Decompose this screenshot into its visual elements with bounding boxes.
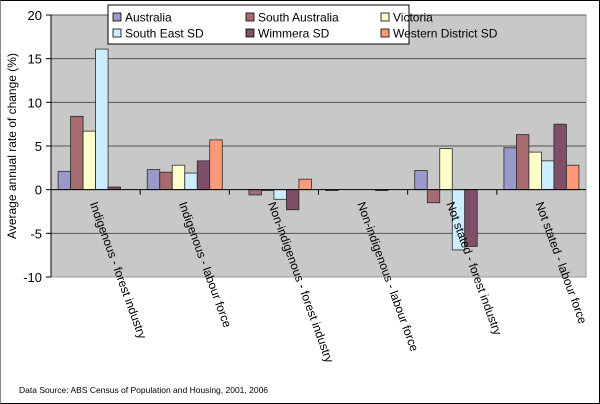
legend-label: Australia <box>125 11 172 25</box>
bar <box>566 164 580 191</box>
legend-label: Victoria <box>393 11 433 25</box>
bar <box>439 148 453 191</box>
y-tick-label: 5 <box>35 139 42 154</box>
bar <box>414 170 428 191</box>
y-tick-label: 15 <box>28 52 42 67</box>
y-tick-label: -5 <box>30 226 42 241</box>
y-tick-label: -10 <box>23 270 42 285</box>
bar <box>209 139 223 191</box>
legend-swatch <box>112 28 122 38</box>
legend-box <box>107 4 410 45</box>
bar <box>184 172 198 191</box>
bars <box>57 48 580 251</box>
bar <box>553 123 567 191</box>
y-tick-labels: -10 -5 0 5 10 15 20 <box>23 8 42 285</box>
y-tick-label: 10 <box>28 95 42 110</box>
bar <box>57 170 71 191</box>
bar <box>248 189 262 196</box>
bar <box>541 160 555 191</box>
bar <box>528 151 542 191</box>
legend-label: Wimmera SD <box>258 27 330 41</box>
bar <box>426 189 441 204</box>
legend-swatch <box>245 28 255 38</box>
bar <box>196 160 211 191</box>
y-axis-title: Average annual rate of change (%) <box>5 53 19 239</box>
legend-label: Western District SD <box>393 27 498 41</box>
legend: Australia South Australia Victoria South Ea… <box>107 4 498 45</box>
bar <box>95 48 109 191</box>
legend-swatch <box>380 28 390 38</box>
bar <box>171 164 186 191</box>
legend-swatch <box>112 12 122 22</box>
bar <box>70 115 84 191</box>
bar <box>286 189 300 211</box>
bar <box>516 134 530 191</box>
y-tick-label: 0 <box>35 183 42 198</box>
legend-swatch <box>245 12 255 22</box>
bar <box>159 171 173 191</box>
bar <box>82 130 96 191</box>
legend-swatch <box>380 12 390 22</box>
bar <box>298 178 312 191</box>
bar <box>503 147 517 191</box>
bar <box>146 169 161 191</box>
axes <box>46 14 586 278</box>
legend-label: South East SD <box>125 27 204 41</box>
y-tick-label: 20 <box>28 8 42 23</box>
bar <box>273 189 287 200</box>
legend-label: South Australia <box>258 11 339 25</box>
source-note: Data Source: ABS Census of Population an… <box>19 385 268 395</box>
